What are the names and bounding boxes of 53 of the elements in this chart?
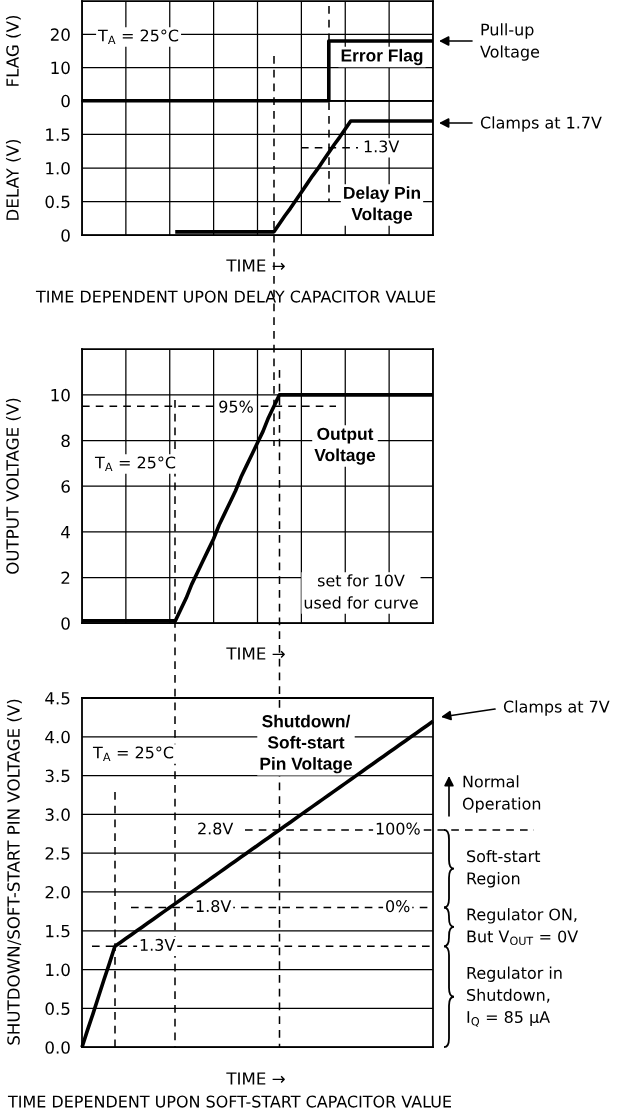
text: TIME DEPENDENT UPON DELAY CAPACITOR VALUE — [35, 290, 436, 303]
y-tick-label: 2.5 — [45, 847, 70, 860]
text: Soft-start Region — [467, 849, 541, 888]
annotation: 100% — [376, 822, 420, 835]
annotation: 95% — [219, 400, 253, 413]
y-axis-title: SHUTDOWN/SOFT-START PIN VOLTAGE (V) — [6, 699, 22, 1045]
annotation: T$_{A}$ = 25°C — [97, 29, 179, 44]
text: Normal Operation — [462, 775, 541, 813]
y-tick-label: 10 — [51, 61, 70, 75]
y-tick-label: 6 — [61, 480, 70, 493]
text: Clamps at 7V — [503, 700, 610, 716]
y-tick-label: 4.5 — [45, 692, 70, 705]
y-tick-label: 0.5 — [45, 1002, 70, 1015]
ref-line-label: 1.3V — [140, 938, 176, 951]
ref-line-label: 2.8V — [198, 822, 234, 835]
text: Regulator ON, But V$_{OUT}$ = 0V — [467, 908, 579, 946]
y-tick-label: 10 — [51, 388, 70, 402]
annotation: set for 10V used for curve — [304, 574, 418, 609]
y-tick-label: 1.0 — [46, 963, 70, 977]
text: Clamps at 1.7V — [480, 116, 602, 132]
ref-line-label: 1.8V — [196, 900, 232, 913]
annotation: 0% — [386, 900, 410, 913]
y-tick-label: 0.5 — [45, 195, 70, 209]
y-tick-label: 1.5 — [46, 128, 70, 141]
y-tick-label: 20 — [50, 28, 70, 41]
y-tick-label: 1.0 — [46, 161, 70, 175]
annotation: T$_{A}$ = 25°C — [92, 746, 174, 761]
series-label: Shutdown/ Soft-start Pin Voltage — [260, 714, 353, 774]
y-tick-label: 4.0 — [45, 730, 70, 744]
text: Pull-up Voltage — [480, 23, 540, 61]
text: Regulator in Shutdown, I$_{Q}$ = 85 μA — [467, 966, 562, 1027]
y-tick-label: 0 — [61, 617, 70, 630]
y-tick-label: 4 — [61, 526, 70, 539]
y-tick-label: 0.0 — [45, 1041, 70, 1054]
y-axis-title: FLAG (V) — [5, 15, 21, 86]
y-axis-title: DELAY (V) — [5, 139, 21, 220]
y-tick-label: 2 — [61, 571, 70, 584]
x-axis-title: TIME → — [226, 647, 285, 660]
y-tick-label: 8 — [61, 434, 70, 448]
y-tick-label: 0 — [61, 229, 70, 242]
text: TIME DEPENDENT UPON SOFT-START CAPACITOR VALUE — [7, 1095, 452, 1108]
annotation: T$_{A}$ = 25°C — [94, 456, 176, 471]
ref-line-label: 1.3V — [364, 140, 400, 153]
x-axis-title: TIME → — [226, 1072, 285, 1085]
y-tick-label: 3.0 — [45, 808, 70, 821]
y-tick-label: 1.5 — [46, 924, 70, 938]
series-label: Delay Pin Voltage — [344, 186, 421, 224]
y-tick-label: 0 — [61, 94, 70, 108]
y-tick-label: 3.5 — [45, 769, 70, 783]
series-label: Error Flag — [341, 48, 423, 66]
y-tick-label: 2.0 — [45, 885, 70, 899]
y-axis-title: OUTPUT VOLTAGE (V) — [5, 398, 21, 574]
series-label: Output Voltage — [314, 427, 376, 465]
